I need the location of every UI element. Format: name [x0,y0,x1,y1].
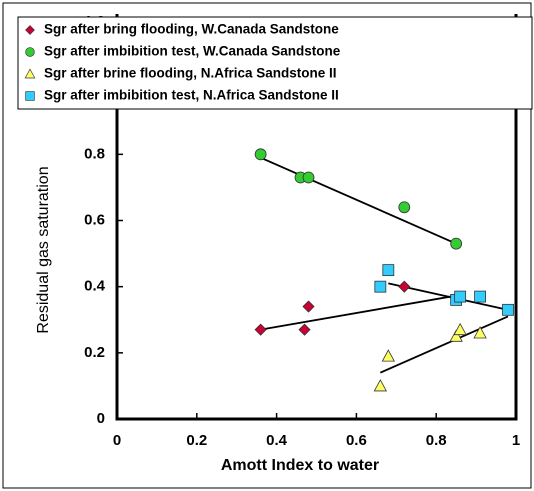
point [454,290,467,303]
point [502,303,514,316]
x-tick-label: 0.4 [266,432,288,449]
trend-line [260,294,461,331]
y-tick-label: 0.6 [84,211,105,228]
x-tick-label: 1 [512,432,520,449]
point [298,323,311,336]
y-tick-label: 0.4 [84,278,106,295]
point [453,322,467,336]
point [382,264,395,277]
legend-box [17,16,533,110]
legend-marker [24,68,36,79]
plot-frame [115,14,518,421]
legend-marker [25,47,35,57]
point [374,280,387,293]
point [373,379,388,392]
point [254,148,267,161]
legend-label: Sgr after brine flooding, N.Africa Sands… [44,66,337,81]
point [302,171,315,184]
x-tick-label: 0.6 [346,432,367,449]
point [302,300,315,313]
y-tick-label: 0.8 [84,145,105,162]
y-tick-label: 0.2 [84,344,105,361]
trend-line [260,156,457,245]
trend-line [379,315,509,374]
point [449,329,463,342]
y-tick-label: 0 [97,410,105,427]
y-axis-title: Residual gas saturation [35,166,52,333]
point [450,237,463,250]
point [473,326,487,339]
legend-label: Sgr after imbibition test, W.Canada Sand… [44,44,341,59]
x-tick-label: 0.2 [186,432,207,449]
point [474,290,486,303]
legend-marker [25,91,35,101]
point [381,349,395,362]
legend-marker [25,25,35,35]
legend-label: Sgr after imbibition test, N.Africa Sand… [44,88,339,103]
point [398,201,411,214]
x-tick-label: 0 [113,432,121,449]
legend-label: Sgr after bring flooding, W.Canada Sands… [44,22,339,37]
x-tick-label: 0.8 [426,432,447,449]
x-axis-title: Amott Index to water [221,457,379,474]
point [398,280,411,293]
point [254,323,267,336]
